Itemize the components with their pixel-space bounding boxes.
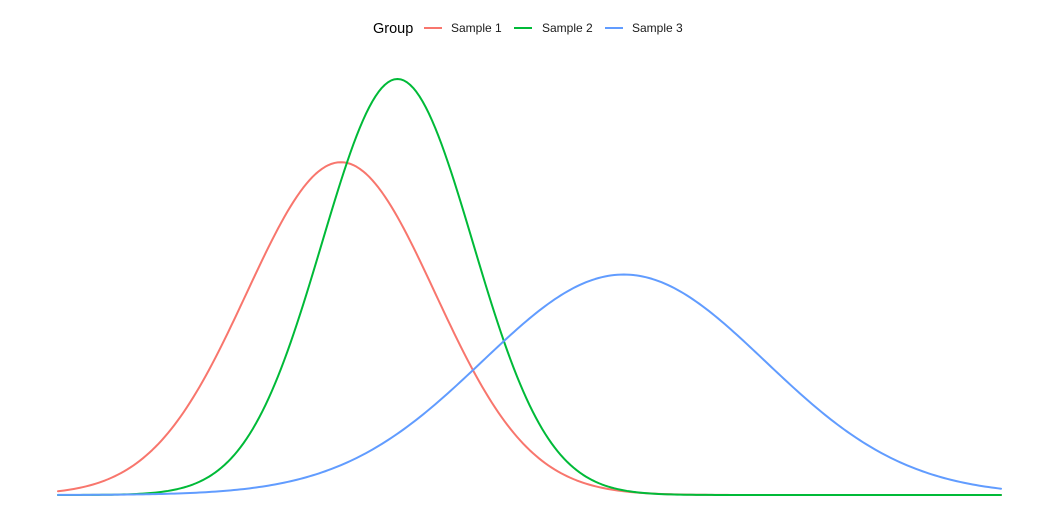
legend-item-sample-1: Sample 1	[424, 21, 502, 35]
series-line-sample-3	[57, 273, 1002, 496]
legend: Group Sample 1 Sample 2 Sample 3	[373, 21, 683, 37]
legend-title: Group	[373, 21, 413, 37]
legend-label-sample-1: Sample 1	[451, 21, 502, 35]
legend-label-sample-3: Sample 3	[632, 21, 683, 35]
plot-area	[57, 78, 1002, 496]
legend-label-sample-2: Sample 2	[542, 21, 593, 35]
series-line-sample-1	[57, 161, 1002, 496]
series-line-sample-2	[57, 78, 1002, 496]
legend-item-sample-2: Sample 2	[514, 21, 593, 35]
legend-item-sample-3: Sample 3	[605, 21, 683, 35]
